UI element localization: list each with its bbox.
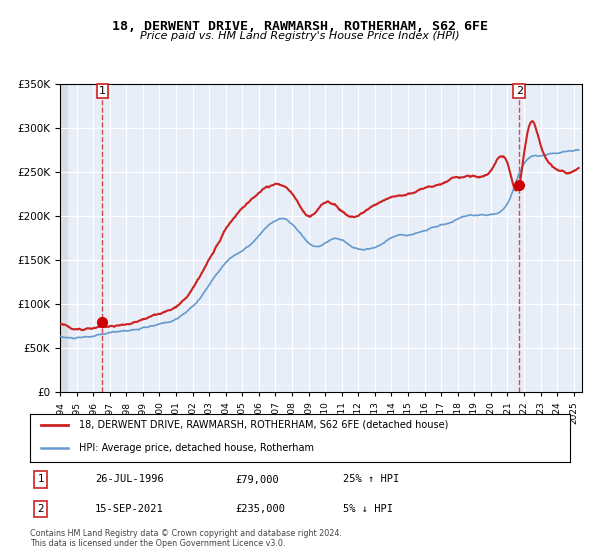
Text: HPI: Average price, detached house, Rotherham: HPI: Average price, detached house, Roth… (79, 443, 314, 452)
Text: 26-JUL-1996: 26-JUL-1996 (95, 474, 164, 484)
Text: 18, DERWENT DRIVE, RAWMARSH, ROTHERHAM, S62 6FE (detached house): 18, DERWENT DRIVE, RAWMARSH, ROTHERHAM, … (79, 420, 448, 430)
Text: 5% ↓ HPI: 5% ↓ HPI (343, 504, 393, 514)
Text: Contains HM Land Registry data © Crown copyright and database right 2024.: Contains HM Land Registry data © Crown c… (30, 529, 342, 538)
Text: 2: 2 (37, 504, 44, 514)
Text: Price paid vs. HM Land Registry's House Price Index (HPI): Price paid vs. HM Land Registry's House … (140, 31, 460, 41)
Text: 2: 2 (515, 86, 523, 96)
Text: This data is licensed under the Open Government Licence v3.0.: This data is licensed under the Open Gov… (30, 539, 286, 548)
Text: 1: 1 (99, 86, 106, 96)
Text: 18, DERWENT DRIVE, RAWMARSH, ROTHERHAM, S62 6FE: 18, DERWENT DRIVE, RAWMARSH, ROTHERHAM, … (112, 20, 488, 32)
Text: 25% ↑ HPI: 25% ↑ HPI (343, 474, 400, 484)
Text: 1: 1 (37, 474, 44, 484)
Text: £79,000: £79,000 (235, 474, 279, 484)
Text: 15-SEP-2021: 15-SEP-2021 (95, 504, 164, 514)
Text: £235,000: £235,000 (235, 504, 285, 514)
